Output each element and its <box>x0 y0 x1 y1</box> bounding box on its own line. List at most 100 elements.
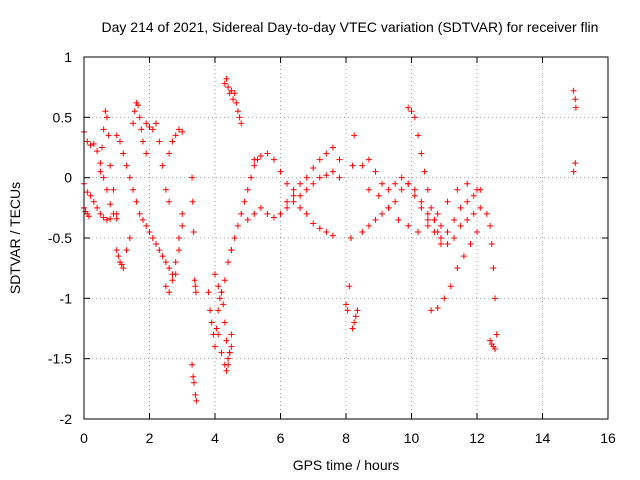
data-point <box>372 168 379 175</box>
data-point <box>487 337 494 344</box>
data-point <box>115 253 122 260</box>
data-point <box>166 289 173 296</box>
data-point <box>139 216 146 223</box>
y-tick-label: 1 <box>64 49 72 65</box>
data-point <box>153 120 160 127</box>
data-point <box>474 228 480 235</box>
data-point <box>385 186 392 193</box>
data-point <box>99 144 106 151</box>
data-point <box>329 168 336 175</box>
data-point <box>277 168 284 175</box>
data-point <box>225 361 232 368</box>
data-point <box>97 210 104 217</box>
data-point <box>277 210 284 217</box>
data-point <box>454 186 461 193</box>
data-point <box>451 216 458 223</box>
data-point <box>375 192 382 199</box>
data-point <box>223 75 230 82</box>
data-point <box>105 132 112 139</box>
data-point <box>189 198 196 205</box>
series-track-b <box>81 180 114 223</box>
data-point <box>392 198 399 205</box>
data-points <box>81 75 579 404</box>
data-point <box>212 343 218 350</box>
data-point <box>207 307 214 314</box>
data-point <box>411 192 418 199</box>
data-point <box>434 210 441 217</box>
data-point <box>179 128 186 135</box>
data-point <box>444 228 451 235</box>
data-point <box>90 198 97 205</box>
series-track-t <box>284 144 343 205</box>
data-point <box>424 216 431 223</box>
data-point <box>444 198 451 205</box>
data-point <box>231 90 238 97</box>
data-point <box>221 277 228 284</box>
data-point <box>398 186 405 193</box>
data-point <box>84 189 91 196</box>
data-point <box>444 241 451 248</box>
data-point <box>385 204 392 211</box>
series-track-ac <box>487 337 499 353</box>
data-point <box>570 168 577 175</box>
data-point <box>344 307 351 314</box>
data-point <box>123 247 130 254</box>
data-point <box>228 343 235 350</box>
data-point <box>179 222 186 229</box>
data-point <box>113 247 120 254</box>
data-point <box>228 247 235 254</box>
data-point <box>126 174 133 181</box>
data-point <box>228 331 235 338</box>
data-point <box>90 140 97 147</box>
data-point <box>205 289 212 296</box>
data-point <box>310 165 317 172</box>
data-point <box>418 150 425 157</box>
data-point <box>447 283 454 290</box>
data-point <box>451 235 458 241</box>
data-point <box>166 265 173 272</box>
data-point <box>103 186 110 193</box>
data-point <box>149 126 156 133</box>
y-tick-label: -2 <box>60 411 73 427</box>
data-point <box>159 253 166 260</box>
data-point <box>297 180 304 187</box>
series-track-c <box>97 108 120 217</box>
data-point <box>234 108 241 115</box>
data-point <box>424 210 431 217</box>
x-tick-label: 2 <box>146 430 154 446</box>
data-point <box>123 162 130 169</box>
data-point <box>84 138 91 145</box>
data-point <box>418 204 425 211</box>
data-point <box>570 87 577 94</box>
data-point <box>490 265 497 272</box>
data-point <box>103 216 110 223</box>
y-tick-label: 0.5 <box>53 109 73 125</box>
data-point <box>464 180 471 187</box>
data-point <box>162 186 169 193</box>
data-point <box>191 277 198 284</box>
series-track-l <box>189 361 200 404</box>
data-point <box>94 204 101 211</box>
data-point <box>415 132 422 139</box>
data-point <box>94 148 101 155</box>
series-track-k <box>189 174 200 296</box>
data-point <box>464 198 471 205</box>
data-point <box>97 160 104 167</box>
data-point <box>457 222 464 229</box>
data-point <box>493 331 500 338</box>
data-point <box>359 162 366 169</box>
data-point <box>379 210 386 217</box>
data-point <box>354 307 361 314</box>
data-point <box>365 156 372 163</box>
data-point <box>110 186 117 193</box>
x-tick-label: 8 <box>342 430 350 446</box>
data-point <box>428 307 435 314</box>
data-point <box>405 222 412 229</box>
data-point <box>223 367 230 374</box>
data-point <box>434 228 441 235</box>
data-point <box>437 241 444 248</box>
series-track-g <box>130 99 150 157</box>
data-point <box>351 132 358 139</box>
data-point <box>130 186 137 193</box>
